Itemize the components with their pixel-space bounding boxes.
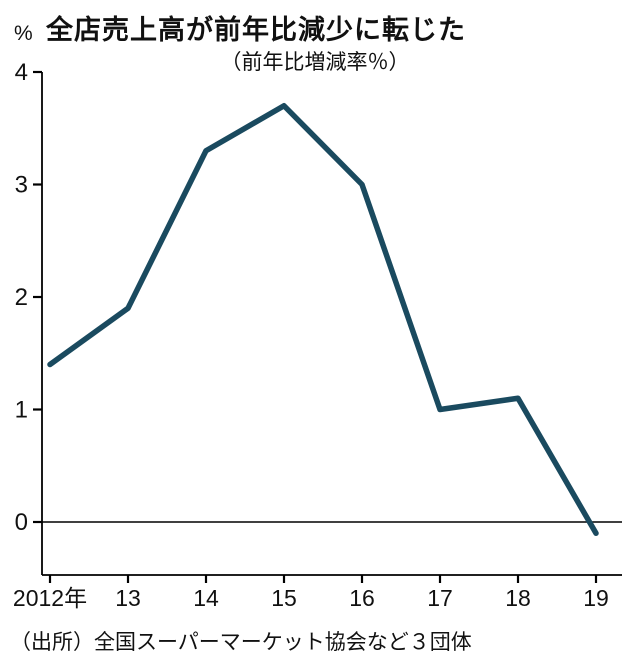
x-tick-label: 2012年 [13, 585, 87, 611]
chart-svg: 0 1 2 3 4 2012年 13 14 15 16 17 18 19 [13, 59, 622, 611]
y-tick-label: 0 [15, 509, 28, 536]
x-tick-label: 14 [193, 585, 219, 611]
y-tick-label: 3 [15, 172, 28, 199]
y-tick-label: 2 [15, 284, 28, 311]
chart-title: 全店売上高が前年比減少に転じた [46, 15, 466, 45]
y-axis-unit-label: % [14, 22, 33, 45]
chart-subtitle: （前年比増減率％） [220, 51, 410, 74]
x-tick-label: 13 [115, 585, 141, 611]
x-tick-label: 16 [349, 585, 375, 611]
chart-plot-area: 0 1 2 3 4 2012年 13 14 15 16 17 18 19 [0, 59, 630, 617]
source-note: （出所）全国スーパーマーケット協会など３団体 [10, 631, 472, 654]
x-tick-label: 15 [271, 585, 297, 611]
x-tick-label: 18 [505, 585, 531, 611]
x-tick-label: 19 [583, 585, 609, 611]
y-tick-label: 1 [15, 397, 28, 424]
sales-growth-line [47, 103, 599, 536]
y-tick-label: 4 [15, 62, 28, 86]
x-tick-label: 17 [427, 585, 453, 611]
